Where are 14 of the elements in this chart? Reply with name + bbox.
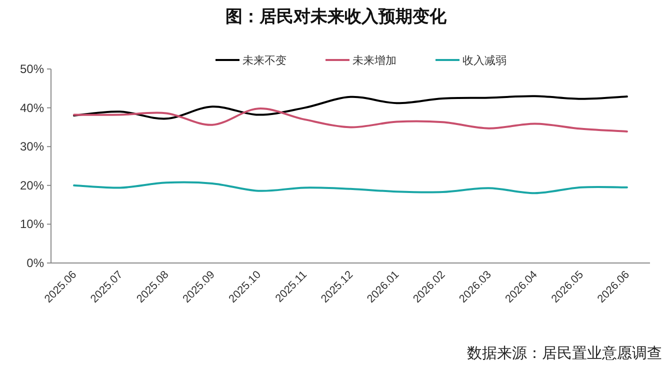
chart-title: 图：居民对未来收入预期变化 (226, 7, 448, 26)
y-tick-label: 30% (20, 140, 44, 154)
y-tick-label: 40% (20, 100, 44, 115)
line-series (73, 181, 628, 194)
line-series (73, 95, 628, 120)
line-series (73, 108, 628, 132)
y-tick-label: 0% (26, 256, 44, 270)
legend-label: 未来增加 (352, 54, 396, 67)
legend-label: 未来不变 (242, 54, 286, 67)
source-note: 数据来源：居民置业意愿调查 (467, 345, 662, 362)
y-tick-label: 50% (20, 62, 44, 76)
y-tick-label: 10% (20, 217, 44, 232)
legend-label: 收入减弱 (462, 54, 506, 67)
y-tick-label: 20% (20, 178, 44, 192)
